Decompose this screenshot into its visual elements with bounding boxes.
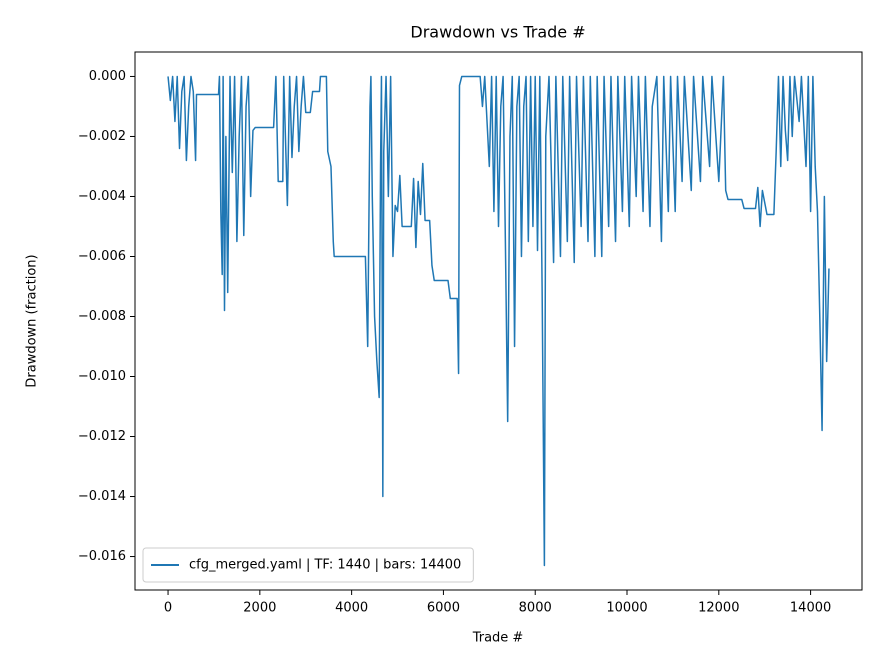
y-tick-label: −0.010 [78, 369, 126, 384]
plot-frame [134, 51, 863, 591]
y-tick-label: −0.014 [78, 489, 126, 504]
data-line [167, 75, 830, 567]
x-tick-label: 8000 [519, 601, 552, 616]
x-tick-label: 2000 [243, 601, 276, 616]
y-tick-label: −0.004 [78, 189, 126, 204]
x-tick-label: 14000 [790, 601, 831, 616]
y-tick-label: −0.006 [78, 249, 126, 264]
chart-title: Drawdown vs Trade # [410, 23, 585, 42]
y-tick-label: −0.012 [78, 429, 126, 444]
y-tick-label: 0.000 [89, 69, 126, 84]
legend: cfg_merged.yaml | TF: 1440 | bars: 14400 [142, 547, 474, 583]
x-tick-label: 4000 [335, 601, 368, 616]
x-tick-label: 0 [164, 601, 172, 616]
x-tick-label: 12000 [698, 601, 739, 616]
legend-label: cfg_merged.yaml | TF: 1440 | bars: 14400 [189, 558, 461, 573]
legend-box [142, 547, 474, 583]
y-tick-label: −0.016 [78, 549, 126, 564]
y-axis-label: Drawdown (fraction) [25, 254, 40, 387]
x-tick-label: 10000 [606, 601, 647, 616]
x-axis-label: Trade # [472, 631, 524, 646]
y-tick-label: −0.002 [78, 129, 126, 144]
x-tick-label: 6000 [427, 601, 460, 616]
y-tick-label: −0.008 [78, 309, 126, 324]
